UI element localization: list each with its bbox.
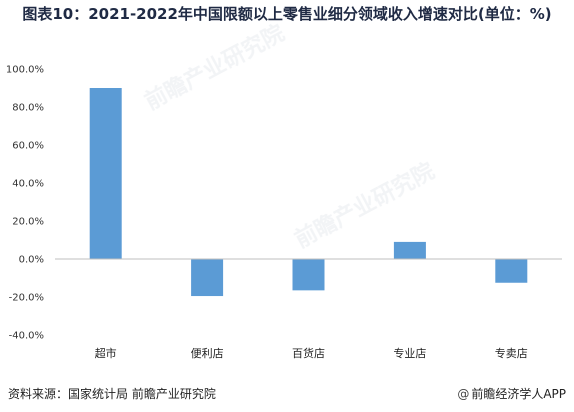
y-tick-label: 80.0% (12, 103, 44, 114)
brand-name: 前瞻经济学人APP (471, 387, 566, 401)
y-tick-label: 20.0% (12, 217, 44, 228)
y-tick-label: 60.0% (12, 141, 44, 152)
bar-3 (393, 241, 426, 259)
y-tick-label: -20.0% (9, 293, 44, 304)
x-category-label: 百货店 (292, 346, 325, 360)
x-axis: 超市 便利店 百货店 专业店 专卖店 (95, 346, 528, 360)
bar-0 (89, 88, 122, 259)
source-note: 资料来源：国家统计局 前瞻产业研究院 (8, 387, 216, 401)
y-tick-label: 0.0% (19, 255, 44, 266)
brand-credit: @ 前瞻经济学人APP (457, 385, 566, 402)
bar-4 (495, 259, 528, 283)
watermark-text: 前瞻产业研究院 (141, 20, 289, 115)
y-tick-label: 40.0% (12, 179, 44, 190)
y-axis: 100.0% 80.0% 60.0% 40.0% 20.0% 0.0% -20.0% -40.… (6, 65, 44, 342)
y-tick-label: -40.0% (9, 331, 44, 342)
at-symbol: @ (457, 387, 470, 401)
y-tick-label: 100.0% (6, 65, 44, 76)
watermark-group: 前瞻产业研究院 前瞻产业研究院 (141, 20, 439, 253)
watermark-text: 前瞻产业研究院 (291, 158, 439, 253)
x-category-label: 专业店 (393, 346, 426, 360)
x-category-label: 专卖店 (495, 346, 528, 360)
bar-1 (191, 259, 224, 297)
bar-2 (292, 259, 325, 291)
bars (89, 88, 528, 297)
x-category-label: 超市 (95, 346, 117, 360)
x-category-label: 便利店 (191, 346, 224, 360)
chart-title: 图表10：2021-2022年中国限额以上零售业细分领域收入增速对比(单位：%) (22, 5, 552, 23)
